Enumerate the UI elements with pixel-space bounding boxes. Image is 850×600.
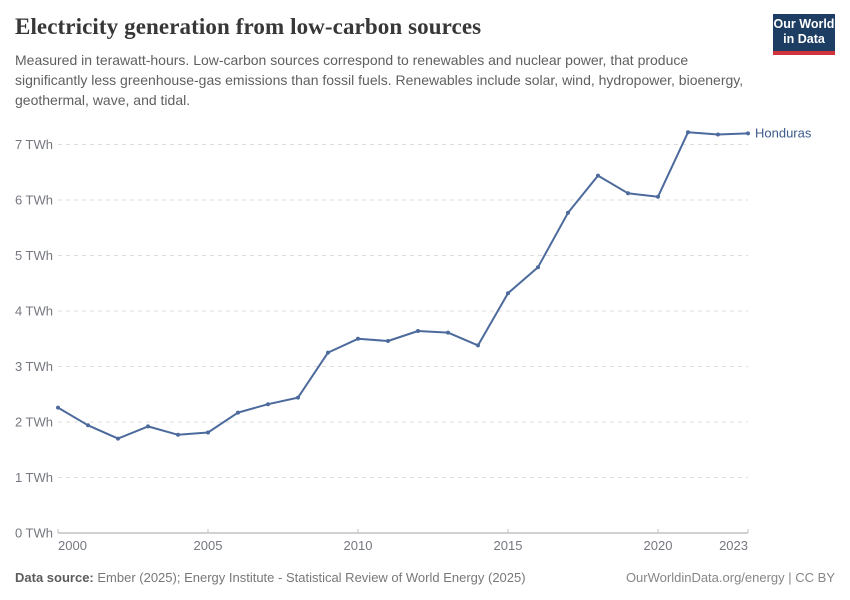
data-point[interactable] — [236, 410, 240, 415]
data-point[interactable] — [596, 173, 600, 178]
data-point[interactable] — [506, 291, 510, 296]
data-point[interactable] — [356, 336, 360, 341]
chart-subtitle: Measured in terawatt-hours. Low-carbon s… — [15, 52, 744, 108]
x-tick-label: 2015 — [494, 538, 523, 553]
data-source-line: Data source: Ember (2025); Energy Instit… — [15, 570, 526, 585]
owid-credit-link[interactable]: OurWorldinData.org/energy | CC BY — [625, 570, 835, 585]
data-point[interactable] — [536, 265, 540, 270]
data-source-label: Data source: — [15, 570, 94, 585]
x-tick-label: 2000 — [58, 538, 87, 553]
data-point[interactable] — [446, 330, 450, 335]
data-point[interactable] — [296, 395, 300, 400]
x-tick-label: 2010 — [344, 538, 373, 553]
y-tick-label: 5 TWh — [15, 248, 53, 263]
data-point[interactable] — [176, 432, 180, 437]
chart-header: Electricity generation from low-carbon s… — [15, 12, 835, 110]
x-tick-label: 2005 — [194, 538, 223, 553]
y-tick-label: 2 TWh — [15, 415, 53, 430]
data-point[interactable] — [116, 436, 120, 441]
data-point[interactable] — [86, 423, 90, 428]
y-tick-label: 6 TWh — [15, 193, 53, 208]
chart-footer: Data source: Ember (2025); Energy Instit… — [15, 570, 835, 585]
data-point[interactable] — [566, 210, 570, 215]
data-point[interactable] — [746, 131, 750, 136]
y-tick-label: 0 TWh — [15, 526, 53, 541]
series-label[interactable]: Honduras — [755, 125, 812, 140]
owid-logo[interactable]: Our World in Data — [773, 14, 835, 55]
y-tick-label: 1 TWh — [15, 470, 53, 485]
data-point[interactable] — [146, 424, 150, 429]
data-point[interactable] — [476, 343, 480, 348]
x-tick-label: 2023 — [719, 538, 748, 553]
data-point[interactable] — [56, 405, 60, 410]
data-point[interactable] — [626, 191, 630, 196]
y-tick-label: 3 TWh — [15, 359, 53, 374]
owid-logo-line2: in Data — [783, 32, 825, 46]
data-point[interactable] — [326, 350, 330, 355]
data-point[interactable] — [416, 329, 420, 333]
data-point[interactable] — [716, 132, 720, 137]
data-point[interactable] — [656, 194, 660, 199]
y-tick-label: 7 TWh — [15, 137, 53, 152]
page-title: Electricity generation from low-carbon s… — [15, 14, 482, 39]
data-point[interactable] — [206, 430, 210, 435]
owid-logo-line1: Our World — [773, 17, 835, 31]
y-tick-label: 4 TWh — [15, 304, 53, 319]
data-source-text: Ember (2025); Energy Institute - Statist… — [93, 570, 526, 585]
x-tick-label: 2020 — [644, 538, 673, 553]
data-point[interactable] — [686, 130, 690, 135]
data-point[interactable] — [266, 402, 270, 407]
data-line[interactable] — [57, 131, 749, 440]
data-point[interactable] — [386, 339, 390, 343]
